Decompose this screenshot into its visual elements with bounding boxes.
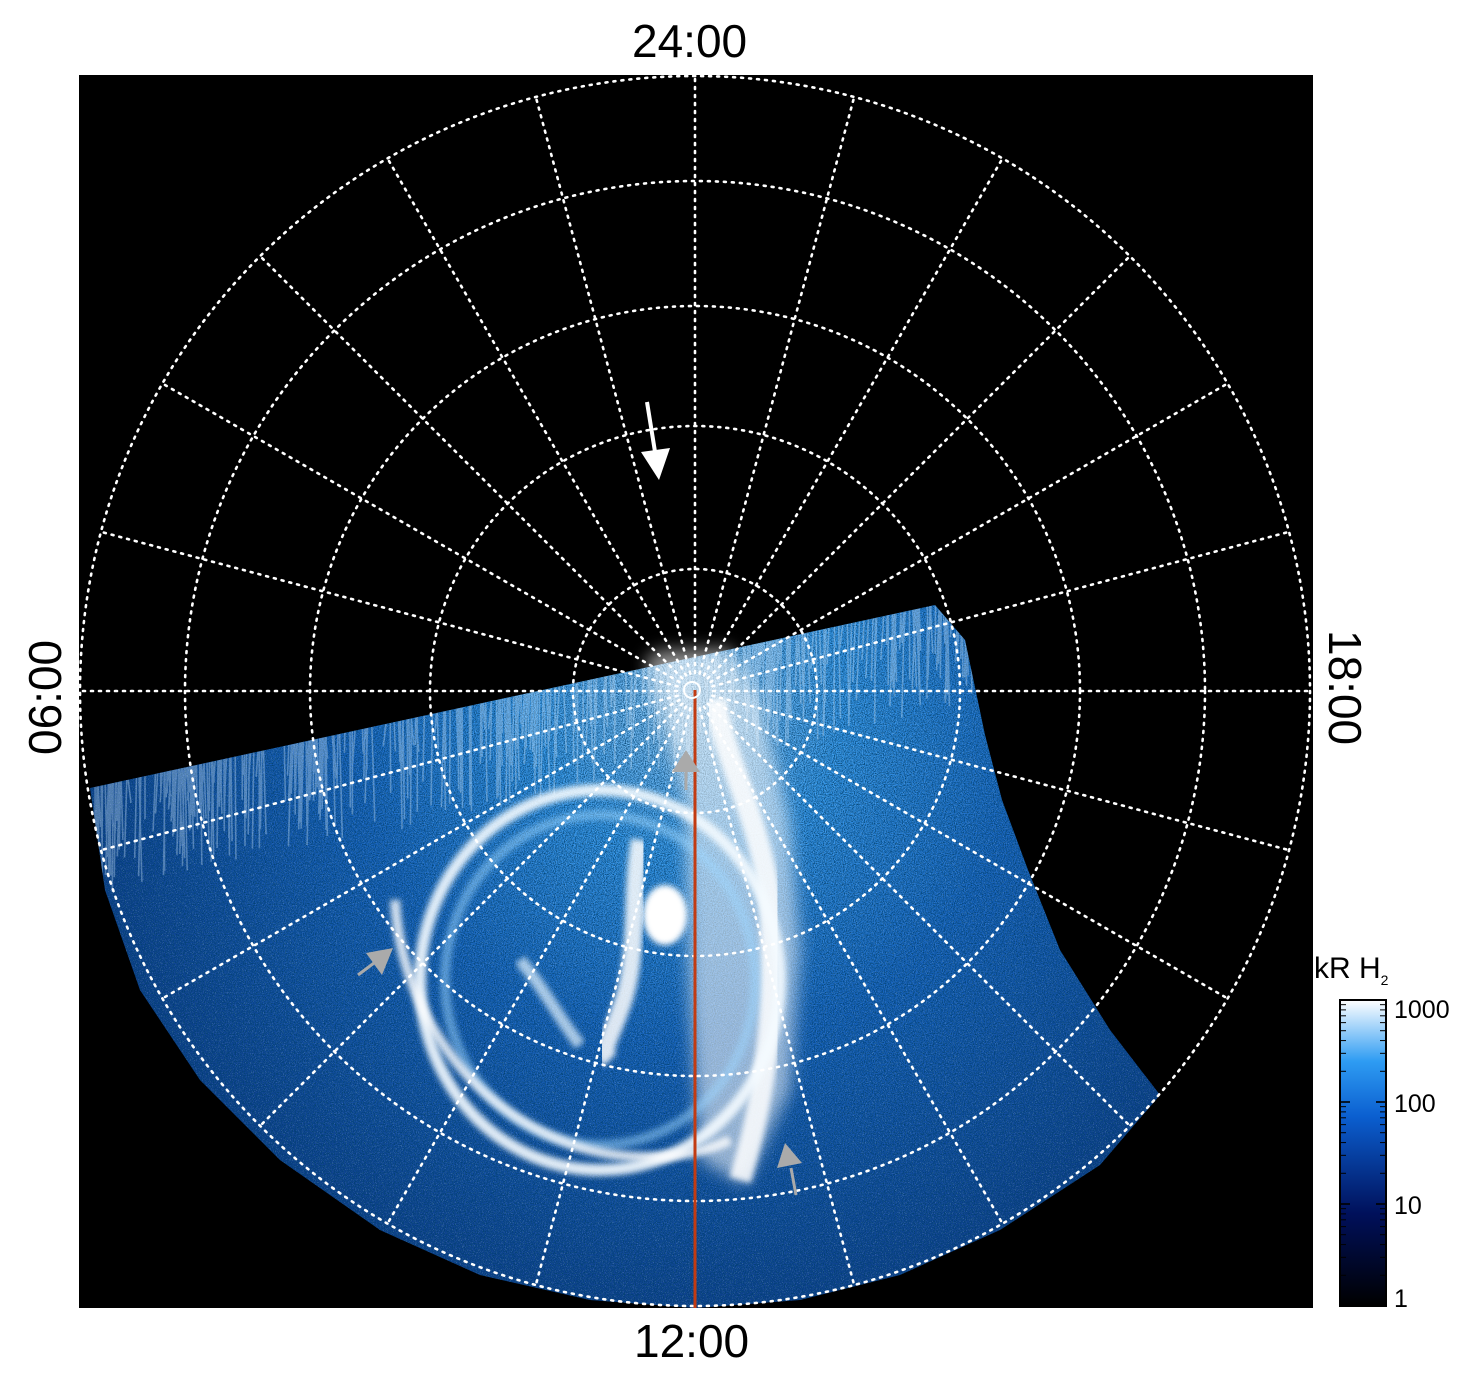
grid-meridian <box>702 705 1004 1225</box>
polar-grid <box>79 75 1312 1308</box>
colorbar-tick-100: 100 <box>1394 1090 1436 1118</box>
grid-meridian <box>386 157 688 677</box>
grid-meridian <box>99 694 679 852</box>
time-label-12: 12:00 <box>634 1315 750 1367</box>
colorbar <box>1339 999 1387 1307</box>
grid-meridian <box>386 705 688 1225</box>
dusk-bright-arc <box>704 698 783 1184</box>
pole-marker <box>683 681 701 699</box>
grey-arrow-noon <box>672 750 700 790</box>
grid-meridian <box>698 707 856 1287</box>
white-arrow <box>641 401 670 480</box>
grid-meridian <box>258 254 684 680</box>
grid-meridian <box>706 254 1132 680</box>
colorbar-tick-10: 10 <box>1394 1192 1422 1220</box>
colorbar-title: kR H2 <box>1314 952 1389 988</box>
grid-meridian <box>709 698 1229 1000</box>
grid-meridian <box>711 694 1291 852</box>
grid-meridian <box>534 707 692 1287</box>
grid-meridian <box>161 382 681 684</box>
grey-arrow-dusk <box>777 1143 802 1196</box>
grey-arrow-dawn <box>357 948 393 977</box>
main-auroral-oval <box>414 784 786 1176</box>
colorbar-tick-1000: 1000 <box>1394 996 1450 1024</box>
grid-meridian <box>161 698 681 1000</box>
polar-cap-emission <box>596 838 649 1067</box>
colorbar-tick-1: 1 <box>1394 1285 1408 1313</box>
grid-meridian <box>711 530 1291 688</box>
grid-meridian <box>706 702 1132 1128</box>
grid-meridian <box>534 95 692 675</box>
time-label-24: 24:00 <box>632 15 748 67</box>
grid-meridian <box>99 530 679 688</box>
grid-meridian <box>258 702 684 1128</box>
grid-meridian <box>702 157 1004 677</box>
grid-meridian <box>709 382 1229 684</box>
grid-circle <box>79 75 1312 1308</box>
grid-meridian <box>698 95 856 675</box>
